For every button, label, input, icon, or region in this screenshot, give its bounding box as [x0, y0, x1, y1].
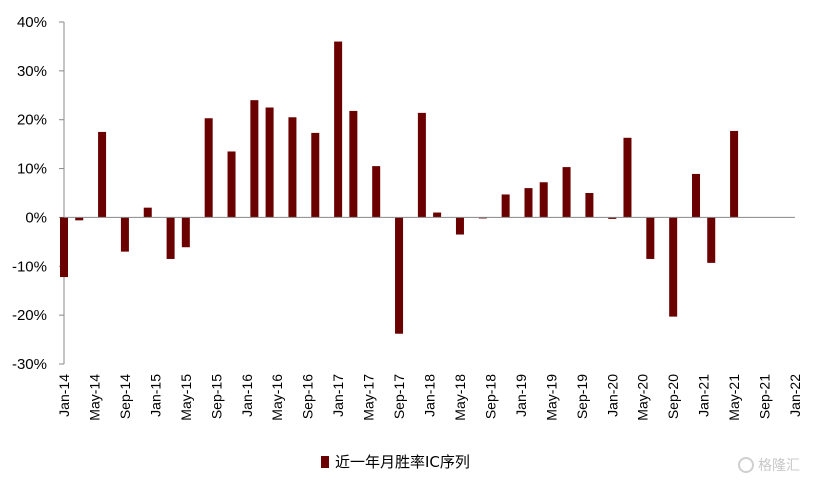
x-tick-label: May-17: [361, 374, 377, 421]
bar-Nov-15: [227, 151, 236, 218]
bar-Jul-19: [562, 167, 571, 218]
y-tick-label: 10%: [17, 161, 47, 178]
x-tick-label: Sep-14: [117, 374, 133, 419]
bar-May-15: [181, 217, 190, 248]
x-tick-label: May-18: [452, 374, 468, 421]
x-tick-label: Sep-15: [208, 374, 224, 419]
y-axis: 40% 30% 20% 10% 0% -10% -20% -30%: [12, 14, 65, 373]
x-tick-label: May-20: [635, 374, 651, 421]
x-tick-label: Sep-20: [665, 374, 681, 419]
x-tick-label: Jan-20: [604, 374, 620, 417]
y-tick-label: 30%: [17, 63, 47, 80]
x-tick-label: Jan-19: [513, 374, 529, 417]
bar-Feb-18: [433, 212, 442, 218]
watermark-text: 格隆汇: [758, 458, 800, 474]
bar-Mar-20: [623, 137, 632, 218]
x-tick-label: May-16: [269, 374, 285, 421]
bar-Jun-14: [98, 131, 107, 218]
bar-Feb-21: [707, 217, 716, 263]
bar-Dec-14: [143, 207, 152, 218]
x-tick-label: Jan-17: [330, 374, 346, 417]
bar-May-18: [455, 217, 464, 235]
bar-Feb-16: [250, 100, 259, 218]
y-tick-label: -10%: [12, 258, 47, 275]
x-tick-label: Sep-16: [300, 374, 316, 419]
x-axis: Jan-14 May-14 Sep-14 Jan-15 May-15 Sep-15 Jan-…: [56, 216, 803, 421]
x-tick-label: Sep-17: [391, 374, 407, 419]
bar-Feb-19: [524, 188, 533, 218]
x-tick-label: Jan-22: [787, 374, 803, 417]
x-tick-label: Jan-15: [147, 374, 163, 417]
bar-Sep-17: [395, 217, 404, 334]
bar-Mar-14: [75, 217, 84, 221]
x-tick-label: Sep-18: [482, 374, 498, 419]
x-tick-label: May-21: [726, 374, 742, 421]
bar-Jan-14: [60, 217, 68, 278]
bar-Apr-16: [265, 107, 274, 218]
legend-swatch: [321, 455, 329, 468]
bar-Mar-15: [166, 217, 175, 259]
y-tick-label: -30%: [12, 356, 47, 373]
bar-Jun-17: [372, 166, 381, 218]
y-tick-label: 0%: [25, 209, 47, 226]
bar-Dec-17: [417, 112, 426, 218]
watermark: 格隆汇: [738, 455, 800, 475]
x-tick-label: May-15: [178, 374, 194, 421]
bar-Sep-20: [669, 217, 678, 317]
bars: [60, 41, 739, 334]
y-tick-label: 20%: [17, 112, 47, 129]
bar-Sep-14: [120, 217, 129, 252]
x-tick-label: May-19: [543, 374, 559, 421]
bar-Oct-16: [311, 132, 320, 218]
x-tick-label: Sep-19: [574, 374, 590, 419]
bar-Nov-18: [501, 194, 510, 218]
x-tick-label: Jan-16: [239, 374, 255, 417]
y-tick-label: -20%: [12, 307, 47, 324]
legend-label: 近一年月胜率IC序列: [335, 453, 470, 471]
legend: 近一年月胜率IC序列: [321, 451, 470, 472]
x-tick-label: May-14: [86, 374, 102, 421]
bar-Jun-20: [646, 217, 655, 259]
x-tick-label: Jan-18: [422, 374, 438, 417]
bar-Apr-19: [539, 182, 548, 218]
watermark-logo-icon: [738, 457, 754, 473]
y-tick-label: 40%: [17, 14, 47, 31]
bar-May-21: [730, 130, 739, 218]
bar-Jan-20: [608, 217, 617, 219]
bar-Dec-20: [692, 173, 701, 218]
x-tick-label: Jan-14: [56, 374, 72, 417]
bar-Jan-17: [334, 41, 343, 218]
bar-Mar-17: [349, 110, 358, 218]
bar-Jul-16: [288, 117, 297, 218]
bar-Oct-19: [585, 193, 594, 218]
bar-Aug-15: [204, 118, 213, 218]
x-tick-label: Sep-21: [757, 374, 773, 419]
x-tick-label: Jan-21: [696, 374, 712, 417]
